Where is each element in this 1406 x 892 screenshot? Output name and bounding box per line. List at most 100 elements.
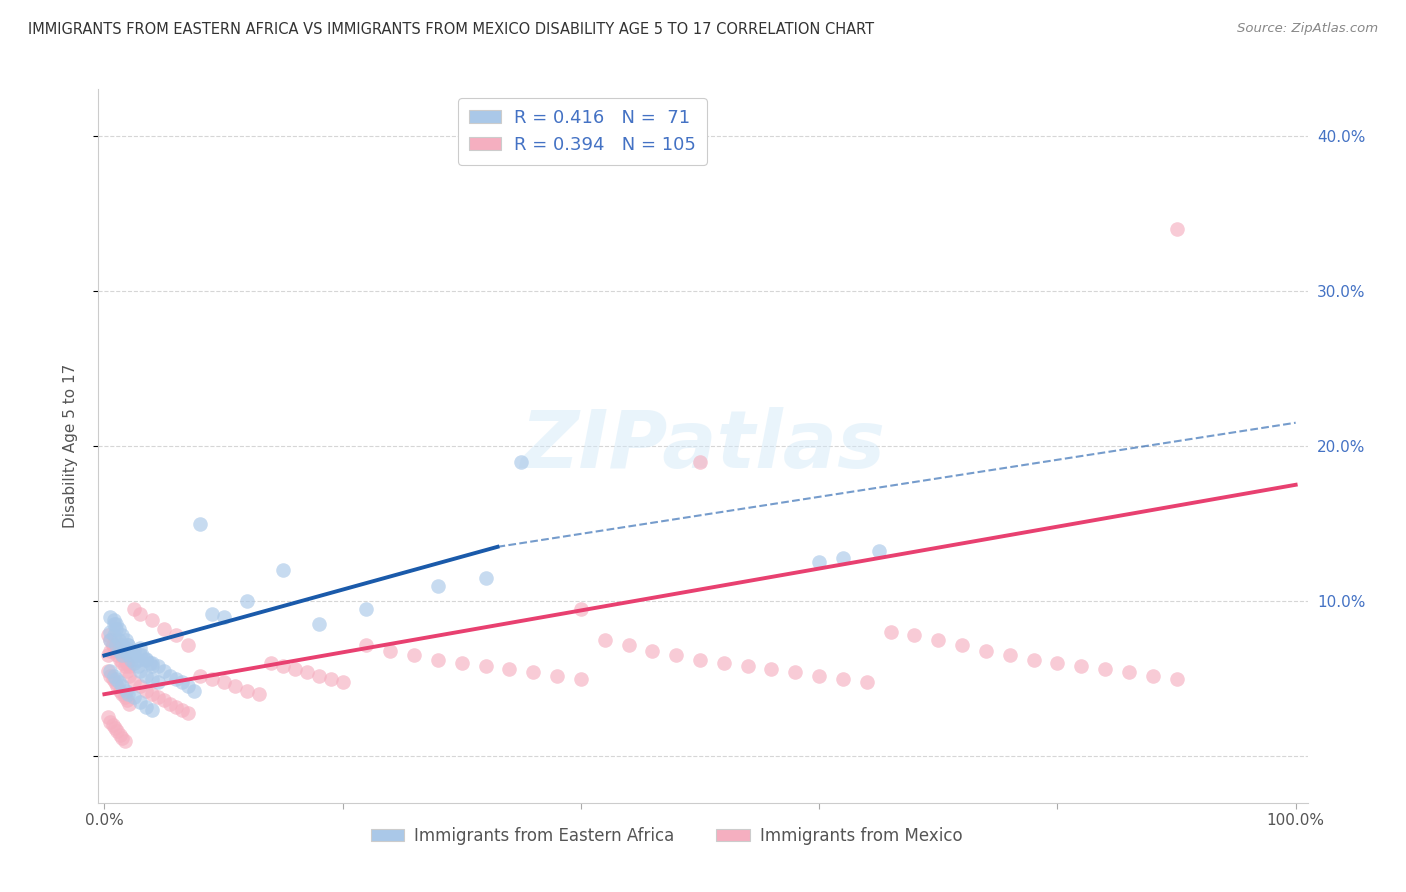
Point xyxy=(856,674,879,689)
Point xyxy=(117,687,139,701)
Point xyxy=(98,644,121,658)
Point xyxy=(105,672,128,686)
Point xyxy=(98,632,121,647)
Point xyxy=(1094,662,1116,676)
Point xyxy=(129,664,152,678)
Point xyxy=(118,659,141,673)
Point xyxy=(927,632,949,647)
Point xyxy=(165,628,187,642)
Point xyxy=(474,571,496,585)
Point xyxy=(122,644,145,658)
Point xyxy=(177,638,200,652)
Point xyxy=(153,622,176,636)
Point xyxy=(879,625,901,640)
Point xyxy=(260,656,283,670)
Point xyxy=(212,674,235,689)
Point xyxy=(808,668,831,682)
Point xyxy=(129,640,152,655)
Point xyxy=(114,640,136,655)
Point xyxy=(108,653,131,667)
Point xyxy=(1046,656,1069,670)
Y-axis label: Disability Age 5 to 17: Disability Age 5 to 17 xyxy=(63,364,77,528)
Point xyxy=(129,695,152,709)
Point xyxy=(641,644,664,658)
Point xyxy=(188,516,211,531)
Point xyxy=(120,653,142,667)
Point xyxy=(118,668,141,682)
Point xyxy=(761,662,783,676)
Point xyxy=(98,625,121,640)
Point xyxy=(111,648,134,663)
Point xyxy=(129,680,152,694)
Point xyxy=(271,659,294,673)
Point xyxy=(170,674,193,689)
Point xyxy=(122,602,145,616)
Point xyxy=(111,687,134,701)
Point xyxy=(114,733,136,747)
Point xyxy=(114,653,136,667)
Point xyxy=(107,644,129,658)
Point xyxy=(135,699,157,714)
Point xyxy=(101,672,124,686)
Point xyxy=(713,656,735,670)
Point xyxy=(177,706,200,720)
Point xyxy=(356,602,378,616)
Point xyxy=(832,672,855,686)
Point xyxy=(200,607,222,621)
Text: IMMIGRANTS FROM EASTERN AFRICA VS IMMIGRANTS FROM MEXICO DISABILITY AGE 5 TO 17 : IMMIGRANTS FROM EASTERN AFRICA VS IMMIGR… xyxy=(28,22,875,37)
Point xyxy=(141,703,163,717)
Point xyxy=(247,687,270,701)
Point xyxy=(98,668,121,682)
Point xyxy=(104,644,127,658)
Point xyxy=(115,656,138,670)
Point xyxy=(104,722,127,736)
Point xyxy=(1022,653,1045,667)
Point xyxy=(107,680,129,694)
Point xyxy=(1118,665,1140,680)
Point xyxy=(617,638,640,652)
Point xyxy=(111,656,134,670)
Point xyxy=(308,668,330,682)
Point xyxy=(98,632,121,647)
Point xyxy=(380,644,402,658)
Point xyxy=(284,662,307,676)
Point xyxy=(170,703,193,717)
Point xyxy=(103,628,125,642)
Point xyxy=(117,648,139,663)
Point xyxy=(108,644,131,658)
Point xyxy=(165,699,187,714)
Point xyxy=(159,697,181,711)
Point xyxy=(101,638,124,652)
Point xyxy=(146,674,169,689)
Legend: Immigrants from Eastern Africa, Immigrants from Mexico: Immigrants from Eastern Africa, Immigran… xyxy=(364,821,969,852)
Point xyxy=(111,638,134,652)
Point xyxy=(426,653,449,667)
Point xyxy=(510,454,533,468)
Point xyxy=(107,622,129,636)
Point xyxy=(546,668,568,682)
Point xyxy=(332,674,354,689)
Point xyxy=(114,632,136,647)
Point xyxy=(107,724,129,739)
Point xyxy=(159,668,181,682)
Point xyxy=(200,672,222,686)
Point xyxy=(97,664,120,678)
Point xyxy=(950,638,973,652)
Point xyxy=(101,718,124,732)
Point xyxy=(104,632,127,647)
Point xyxy=(122,674,145,689)
Point xyxy=(114,659,136,673)
Point xyxy=(122,656,145,670)
Point xyxy=(808,555,831,569)
Point xyxy=(356,638,378,652)
Point xyxy=(122,648,145,663)
Point xyxy=(271,563,294,577)
Point xyxy=(115,693,138,707)
Point xyxy=(114,644,136,658)
Point xyxy=(105,638,128,652)
Point xyxy=(105,617,128,632)
Point xyxy=(1142,668,1164,682)
Point xyxy=(188,668,211,682)
Point xyxy=(111,648,134,663)
Text: Source: ZipAtlas.com: Source: ZipAtlas.com xyxy=(1237,22,1378,36)
